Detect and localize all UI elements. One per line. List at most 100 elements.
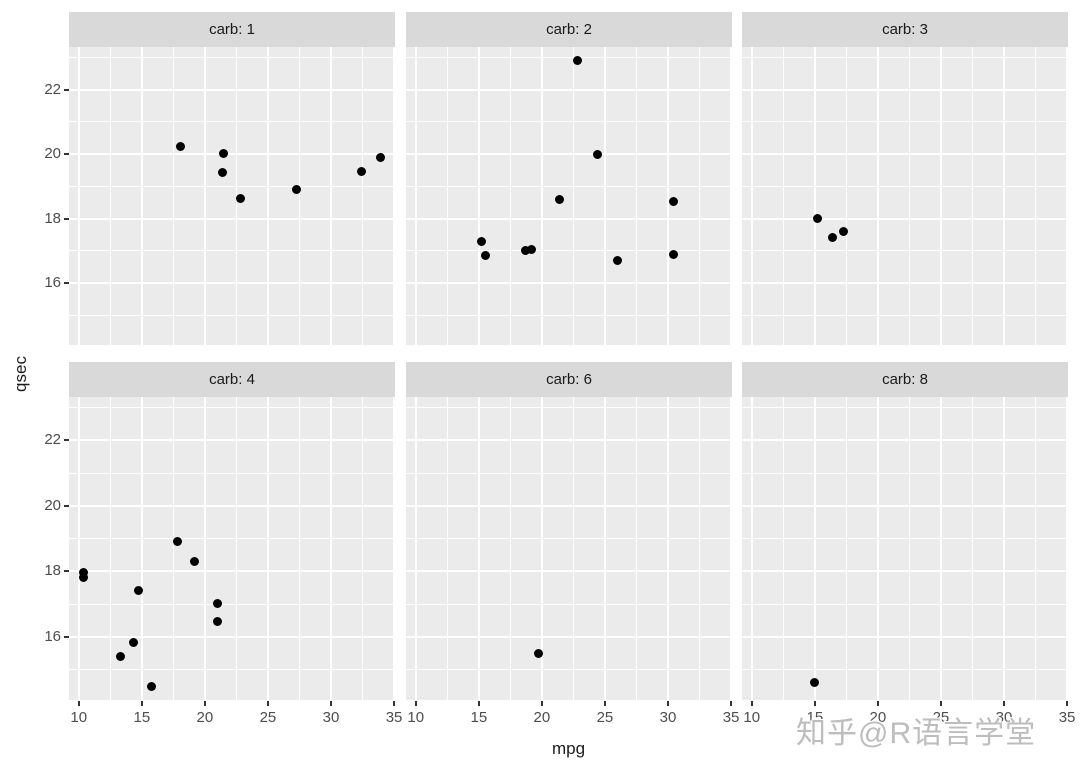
data-point <box>476 236 486 246</box>
y-minor-gridline <box>742 185 1068 187</box>
y-minor-gridline <box>406 56 732 58</box>
y-minor-gridline <box>69 250 395 252</box>
x-major-gridline <box>393 397 395 700</box>
data-point <box>128 637 138 647</box>
y-minor-gridline <box>742 406 1068 408</box>
data-point <box>212 599 222 609</box>
y-tick-label: 18 <box>44 209 61 227</box>
x-major-gridline <box>939 397 942 700</box>
y-minor-gridline <box>406 472 732 474</box>
x-minor-gridline <box>362 397 364 700</box>
facet-strip: carb: 2 <box>406 12 732 47</box>
x-tick-label: 15 <box>806 709 824 726</box>
y-minor-gridline <box>69 314 395 316</box>
y-axis-title: qsec <box>11 356 30 392</box>
facet-strip: carb: 3 <box>742 12 1068 47</box>
data-point <box>190 557 200 567</box>
x-minor-gridline <box>172 47 174 345</box>
x-major-gridline <box>666 397 669 700</box>
data-point <box>572 56 582 66</box>
x-minor-gridline <box>971 47 973 345</box>
facet-panel <box>406 47 732 345</box>
y-minor-gridline <box>406 603 732 605</box>
x-tick-mark <box>1002 701 1005 706</box>
y-tick-mark <box>64 439 69 442</box>
y-major-gridline <box>742 636 1068 639</box>
y-major-gridline <box>742 88 1068 91</box>
x-tick-label: 10 <box>70 709 88 726</box>
y-major-gridline <box>406 439 732 442</box>
x-tick-label: 30 <box>995 709 1013 726</box>
x-minor-gridline <box>446 397 448 700</box>
x-minor-gridline <box>509 397 511 700</box>
y-major-gridline <box>406 636 732 639</box>
x-major-gridline <box>414 397 417 700</box>
x-major-gridline <box>1066 47 1068 345</box>
y-major-gridline <box>69 217 395 220</box>
x-major-gridline <box>414 47 417 345</box>
data-point <box>147 681 157 691</box>
data-point <box>668 197 678 207</box>
y-minor-gridline <box>742 603 1068 605</box>
x-minor-gridline <box>446 47 448 345</box>
x-minor-gridline <box>1035 47 1037 345</box>
y-major-gridline <box>742 282 1068 285</box>
x-minor-gridline <box>971 397 973 700</box>
data-point <box>235 194 245 204</box>
data-point <box>375 152 385 162</box>
x-minor-gridline <box>845 397 847 700</box>
data-point <box>533 648 543 658</box>
y-minor-gridline <box>69 669 395 671</box>
y-minor-gridline <box>69 185 395 187</box>
x-major-gridline <box>750 397 753 700</box>
y-tick-label: 18 <box>44 562 61 580</box>
data-point <box>555 194 565 204</box>
x-minor-gridline <box>235 397 237 700</box>
x-major-gridline <box>477 397 480 700</box>
y-minor-gridline <box>69 538 395 540</box>
data-point <box>356 166 366 176</box>
y-tick-label: 20 <box>44 145 61 163</box>
y-major-gridline <box>406 88 732 91</box>
x-tick-label: 35 <box>1058 709 1076 726</box>
data-point <box>668 249 678 259</box>
x-major-gridline <box>603 397 606 700</box>
y-minor-gridline <box>742 314 1068 316</box>
data-point <box>827 233 837 243</box>
x-minor-gridline <box>509 47 511 345</box>
facet-panel <box>69 397 395 700</box>
x-minor-gridline <box>109 397 111 700</box>
data-point <box>172 537 182 547</box>
x-minor-gridline <box>109 47 111 345</box>
data-point <box>219 149 229 159</box>
x-tick-mark <box>666 701 669 706</box>
y-minor-gridline <box>742 669 1068 671</box>
y-tick-label: 22 <box>44 431 61 449</box>
data-point <box>212 617 222 627</box>
facet-panel <box>69 47 395 345</box>
x-tick-mark <box>939 701 942 706</box>
x-major-gridline <box>603 47 606 345</box>
x-tick-label: 20 <box>196 709 214 726</box>
x-tick-mark <box>77 701 80 706</box>
x-major-gridline <box>203 47 206 345</box>
x-tick-label: 35 <box>385 709 403 726</box>
x-major-gridline <box>329 47 332 345</box>
x-minor-gridline <box>908 397 910 700</box>
y-major-gridline <box>742 217 1068 220</box>
y-minor-gridline <box>69 472 395 474</box>
watermark-text: 知乎@R语言学堂 <box>796 717 1037 750</box>
x-minor-gridline <box>782 47 784 345</box>
x-major-gridline <box>540 397 543 700</box>
x-minor-gridline <box>572 47 574 345</box>
x-tick-label: 25 <box>596 709 614 726</box>
y-minor-gridline <box>742 472 1068 474</box>
y-major-gridline <box>406 282 732 285</box>
x-axis-title: mpg <box>551 739 586 758</box>
y-minor-gridline <box>69 603 395 605</box>
x-tick-mark <box>140 701 143 706</box>
y-minor-gridline <box>406 406 732 408</box>
x-tick-label: 10 <box>743 709 761 726</box>
x-tick-mark <box>813 701 816 706</box>
